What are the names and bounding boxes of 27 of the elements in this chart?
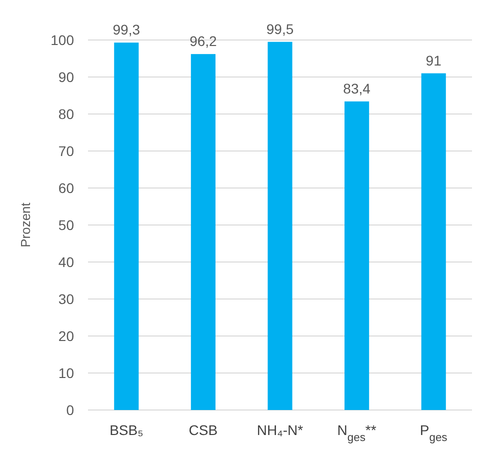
bar xyxy=(268,42,292,410)
x-tick-label: N$_{ges}$** xyxy=(337,422,377,444)
x-tick-label: NH₄-N* xyxy=(256,422,304,438)
y-tick-label: 100 xyxy=(50,32,74,48)
data-label: 99,3 xyxy=(112,22,140,38)
y-axis-title: Prozent xyxy=(18,202,33,248)
y-tick-label: 80 xyxy=(58,106,74,122)
x-tick-label: BSB₅ xyxy=(110,422,144,438)
y-tick-label: 40 xyxy=(58,254,74,270)
y-tick-label: 70 xyxy=(58,142,74,159)
x-tick-label: P$_{ges}$ xyxy=(420,422,448,444)
y-tick-label: 50 xyxy=(58,216,74,233)
y-tick-label: 0 xyxy=(66,402,74,418)
data-label: 83,4 xyxy=(343,80,371,96)
y-tick-label: 30 xyxy=(58,290,74,307)
x-tick-label: CSB xyxy=(188,422,218,438)
y-tick-label: 60 xyxy=(58,180,74,196)
y-tick-label: 20 xyxy=(58,328,74,344)
data-label: 96,2 xyxy=(190,33,218,50)
y-tick-label: 10 xyxy=(58,364,74,381)
bar xyxy=(344,101,370,410)
bar xyxy=(421,73,446,410)
y-tick-label: 90 xyxy=(58,68,74,85)
bar xyxy=(190,54,216,410)
bar xyxy=(114,42,139,410)
data-label: 91 xyxy=(426,52,442,68)
data-label: 99,5 xyxy=(266,20,294,37)
